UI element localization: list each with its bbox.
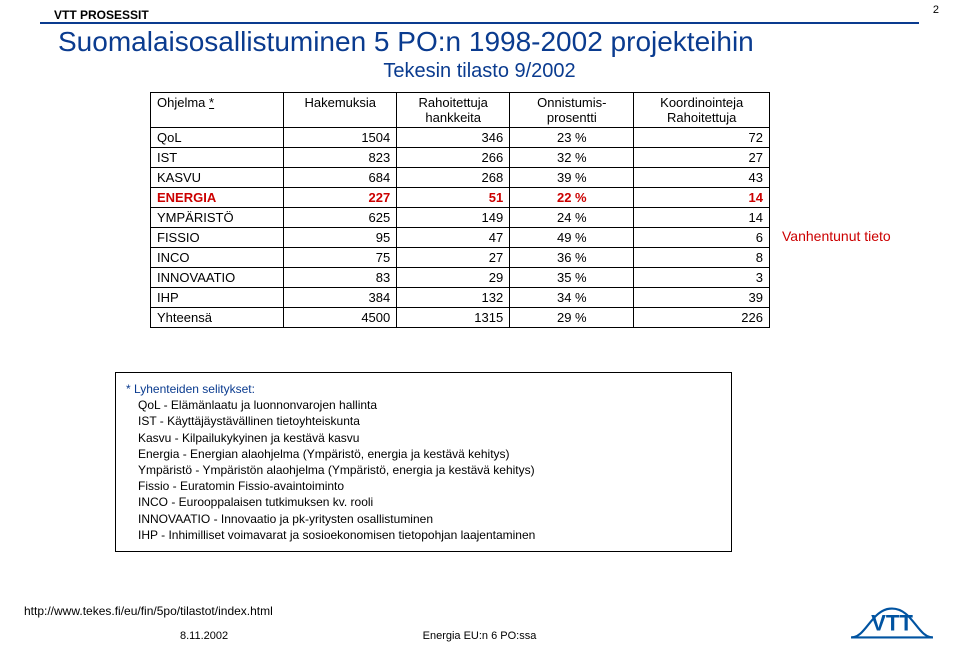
table-cell: 132 xyxy=(397,288,510,308)
table-cell: 75 xyxy=(284,248,397,268)
th-program-label: Ohjelma xyxy=(157,95,205,110)
legend-line: Energia - Energian alaohjelma (Ympäristö… xyxy=(126,446,721,462)
table-cell: Yhteensä xyxy=(151,308,284,328)
table-cell: 226 xyxy=(634,308,770,328)
table-cell: 14 xyxy=(634,208,770,228)
table-cell: 32 % xyxy=(510,148,634,168)
table-row: Yhteensä4500131529 %226 xyxy=(151,308,770,328)
table-cell: 27 xyxy=(397,248,510,268)
table-cell: 266 xyxy=(397,148,510,168)
table-cell: 34 % xyxy=(510,288,634,308)
table-cell: 6 xyxy=(634,228,770,248)
th-onnistumis: Onnistumis-prosentti xyxy=(510,93,634,128)
table-cell: 1504 xyxy=(284,128,397,148)
vtt-logo-text: VTT xyxy=(871,611,913,636)
table-cell: QoL xyxy=(151,128,284,148)
table-row: YMPÄRISTÖ62514924 %14 xyxy=(151,208,770,228)
th-koord: Koordinointeja Rahoitettuja xyxy=(634,93,770,128)
legend-line: INNOVAATIO - Innovaatio ja pk-yritysten … xyxy=(126,511,721,527)
table-cell: 3 xyxy=(634,268,770,288)
table-cell: IHP xyxy=(151,288,284,308)
table-row: QoL150434623 %72 xyxy=(151,128,770,148)
table-cell: 36 % xyxy=(510,248,634,268)
th-rahoitettuja: Rahoitettuja hankkeita xyxy=(397,93,510,128)
table-cell: 625 xyxy=(284,208,397,228)
table-cell: ENERGIA xyxy=(151,188,284,208)
table-cell: 24 % xyxy=(510,208,634,228)
table-cell: 823 xyxy=(284,148,397,168)
table-cell: 72 xyxy=(634,128,770,148)
table-cell: 268 xyxy=(397,168,510,188)
legend-lines: QoL - Elämänlaatu ja luonnonvarojen hall… xyxy=(126,397,721,543)
table-cell: 43 xyxy=(634,168,770,188)
table-row: KASVU68426839 %43 xyxy=(151,168,770,188)
table-cell: 29 % xyxy=(510,308,634,328)
table-cell: 39 % xyxy=(510,168,634,188)
legend-line: Fissio - Euratomin Fissio-avaintoiminto xyxy=(126,478,721,494)
legend-line: Ympäristö - Ympäristön alaohjelma (Ympär… xyxy=(126,462,721,478)
table-cell: 51 xyxy=(397,188,510,208)
legend-header: * Lyhenteiden selitykset: xyxy=(126,381,721,397)
table-cell: 4500 xyxy=(284,308,397,328)
th-program: Ohjelma * xyxy=(151,93,284,128)
table-cell: 47 xyxy=(397,228,510,248)
footer-url: http://www.tekes.fi/eu/fin/5po/tilastot/… xyxy=(24,604,273,618)
table-cell: 49 % xyxy=(510,228,634,248)
legend-line: QoL - Elämänlaatu ja luonnonvarojen hall… xyxy=(126,397,721,413)
table-cell: 684 xyxy=(284,168,397,188)
table-cell: YMPÄRISTÖ xyxy=(151,208,284,228)
table-cell: 95 xyxy=(284,228,397,248)
legend-line: IHP - Inhimilliset voimavarat ja sosioek… xyxy=(126,527,721,543)
table-cell: 22 % xyxy=(510,188,634,208)
table-cell: 346 xyxy=(397,128,510,148)
brand-label: VTT PROSESSIT xyxy=(50,8,153,22)
side-note: Vanhentunut tieto xyxy=(782,228,891,244)
table-cell: 149 xyxy=(397,208,510,228)
table-cell: 83 xyxy=(284,268,397,288)
legend-box: * Lyhenteiden selitykset: QoL - Elämänla… xyxy=(115,372,732,552)
table-cell: 39 xyxy=(634,288,770,308)
table-row: ENERGIA2275122 %14 xyxy=(151,188,770,208)
data-table-container: Ohjelma * Hakemuksia Rahoitettuja hankke… xyxy=(150,92,770,328)
table-header-row: Ohjelma * Hakemuksia Rahoitettuja hankke… xyxy=(151,93,770,128)
table-cell: 14 xyxy=(634,188,770,208)
legend-line: Kasvu - Kilpailukykyinen ja kestävä kasv… xyxy=(126,430,721,446)
vtt-logo: VTT xyxy=(849,600,935,646)
table-cell: FISSIO xyxy=(151,228,284,248)
table-row: IST82326632 %27 xyxy=(151,148,770,168)
table-cell: IST xyxy=(151,148,284,168)
table-row: FISSIO954749 %6 xyxy=(151,228,770,248)
table-cell: 29 xyxy=(397,268,510,288)
table-cell: 384 xyxy=(284,288,397,308)
table-cell: INNOVAATIO xyxy=(151,268,284,288)
table-row: IHP38413234 %39 xyxy=(151,288,770,308)
table-cell: INCO xyxy=(151,248,284,268)
legend-line: IST - Käyttäjäystävällinen tietoyhteisku… xyxy=(126,413,721,429)
vtt-logo-icon: VTT xyxy=(849,600,935,646)
table-row: INCO752736 %8 xyxy=(151,248,770,268)
table-body: QoL150434623 %72IST82326632 %27KASVU6842… xyxy=(151,128,770,328)
footer-center: Energia EU:n 6 PO:ssa xyxy=(0,630,959,642)
table-cell: KASVU xyxy=(151,168,284,188)
table-cell: 227 xyxy=(284,188,397,208)
data-table: Ohjelma * Hakemuksia Rahoitettuja hankke… xyxy=(150,92,770,328)
header-rule xyxy=(40,22,919,24)
page-subtitle: Tekesin tilasto 9/2002 xyxy=(0,60,959,83)
table-cell: 1315 xyxy=(397,308,510,328)
th-hakemuksia: Hakemuksia xyxy=(284,93,397,128)
page-number: 2 xyxy=(933,4,939,16)
table-row: INNOVAATIO832935 %3 xyxy=(151,268,770,288)
table-cell: 35 % xyxy=(510,268,634,288)
table-cell: 23 % xyxy=(510,128,634,148)
table-cell: 27 xyxy=(634,148,770,168)
legend-line: INCO - Eurooppalaisen tutkimuksen kv. ro… xyxy=(126,494,721,510)
table-cell: 8 xyxy=(634,248,770,268)
th-program-asterisk: * xyxy=(209,95,214,110)
page-title: Suomalaisosallistuminen 5 PO:n 1998-2002… xyxy=(58,26,754,58)
